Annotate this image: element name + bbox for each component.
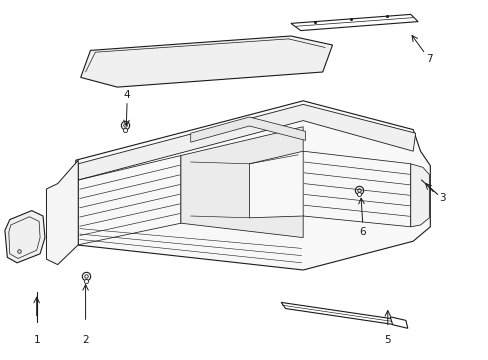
Text: 7: 7 — [425, 54, 432, 64]
Polygon shape — [190, 117, 305, 142]
Polygon shape — [78, 104, 415, 180]
Text: 2: 2 — [82, 335, 89, 345]
Polygon shape — [46, 160, 78, 265]
Polygon shape — [81, 36, 332, 87]
Text: 4: 4 — [123, 90, 130, 100]
Polygon shape — [281, 302, 394, 325]
Polygon shape — [181, 127, 303, 238]
Polygon shape — [5, 211, 45, 263]
Text: 3: 3 — [438, 193, 445, 203]
Polygon shape — [410, 164, 428, 227]
Polygon shape — [389, 317, 407, 328]
Text: 1: 1 — [33, 335, 40, 345]
Text: 5: 5 — [384, 335, 390, 345]
Polygon shape — [76, 101, 429, 270]
Polygon shape — [290, 14, 417, 31]
Text: 6: 6 — [359, 227, 366, 237]
